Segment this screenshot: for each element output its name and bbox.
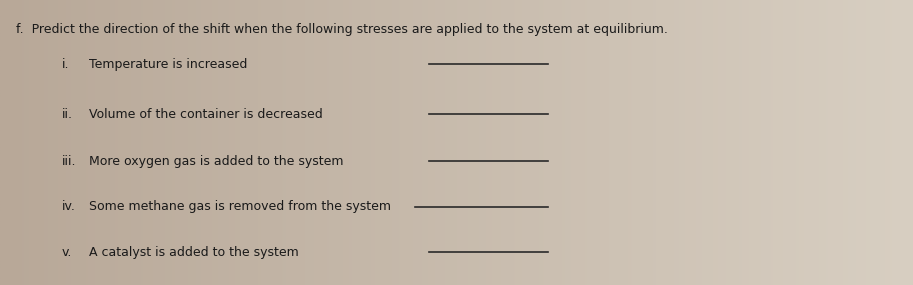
Text: ii.: ii. xyxy=(62,107,73,121)
Text: f.  Predict the direction of the shift when the following stresses are applied t: f. Predict the direction of the shift wh… xyxy=(16,23,668,36)
Text: Volume of the container is decreased: Volume of the container is decreased xyxy=(89,107,323,121)
Text: iii.: iii. xyxy=(62,154,77,168)
Text: Some methane gas is removed from the system: Some methane gas is removed from the sys… xyxy=(89,200,392,213)
Text: i.: i. xyxy=(62,58,69,71)
Text: A catalyst is added to the system: A catalyst is added to the system xyxy=(89,246,299,259)
Text: iv.: iv. xyxy=(62,200,76,213)
Text: Temperature is increased: Temperature is increased xyxy=(89,58,247,71)
Text: v.: v. xyxy=(62,246,72,259)
Text: More oxygen gas is added to the system: More oxygen gas is added to the system xyxy=(89,154,344,168)
